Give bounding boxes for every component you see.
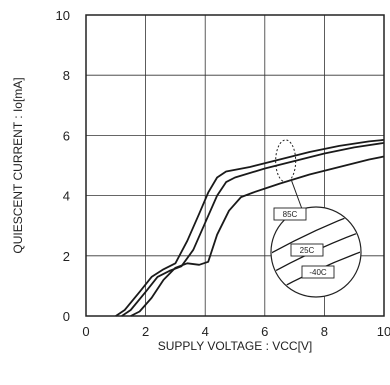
x-tick-label: 6 [261,324,268,339]
callout-label: 25C [300,246,315,255]
callout-leader-line [291,180,303,210]
plot-frame [85,14,385,317]
callout-label-box [290,243,324,257]
series-line-85C [115,139,385,317]
callout-label-box [273,207,307,221]
y-tick-label: 4 [63,189,70,204]
tick-labels: 0 2 4 6 8 10 0 2 4 6 8 10 [56,8,390,339]
y-tick-label: 0 [63,309,70,324]
callout: 85C 25C -40C [270,139,362,298]
series-lines [115,139,385,317]
x-tick-label: 0 [82,324,89,339]
callout-label: 85C [283,210,298,219]
y-tick-label: 8 [63,68,70,83]
x-tick-label: 2 [142,324,149,339]
callout-dotted-ellipse [275,139,297,183]
y-tick-label: 10 [56,8,70,23]
x-tick-label: 10 [377,324,390,339]
y-tick-label: 2 [63,249,70,264]
grid [86,15,384,316]
callout-label-box [301,265,335,279]
y-tick-label: 6 [63,128,70,143]
x-tick-label: 4 [202,324,209,339]
x-axis-label: SUPPLY VOLTAGE : VCC[V] [158,339,313,353]
callout-label: -40C [309,268,327,277]
series-line-40C [130,155,385,317]
x-tick-label: 8 [321,324,328,339]
y-axis-label: QUIESCENT CURRENT : Io[mA] [11,77,25,253]
series-line-25C [121,142,385,317]
